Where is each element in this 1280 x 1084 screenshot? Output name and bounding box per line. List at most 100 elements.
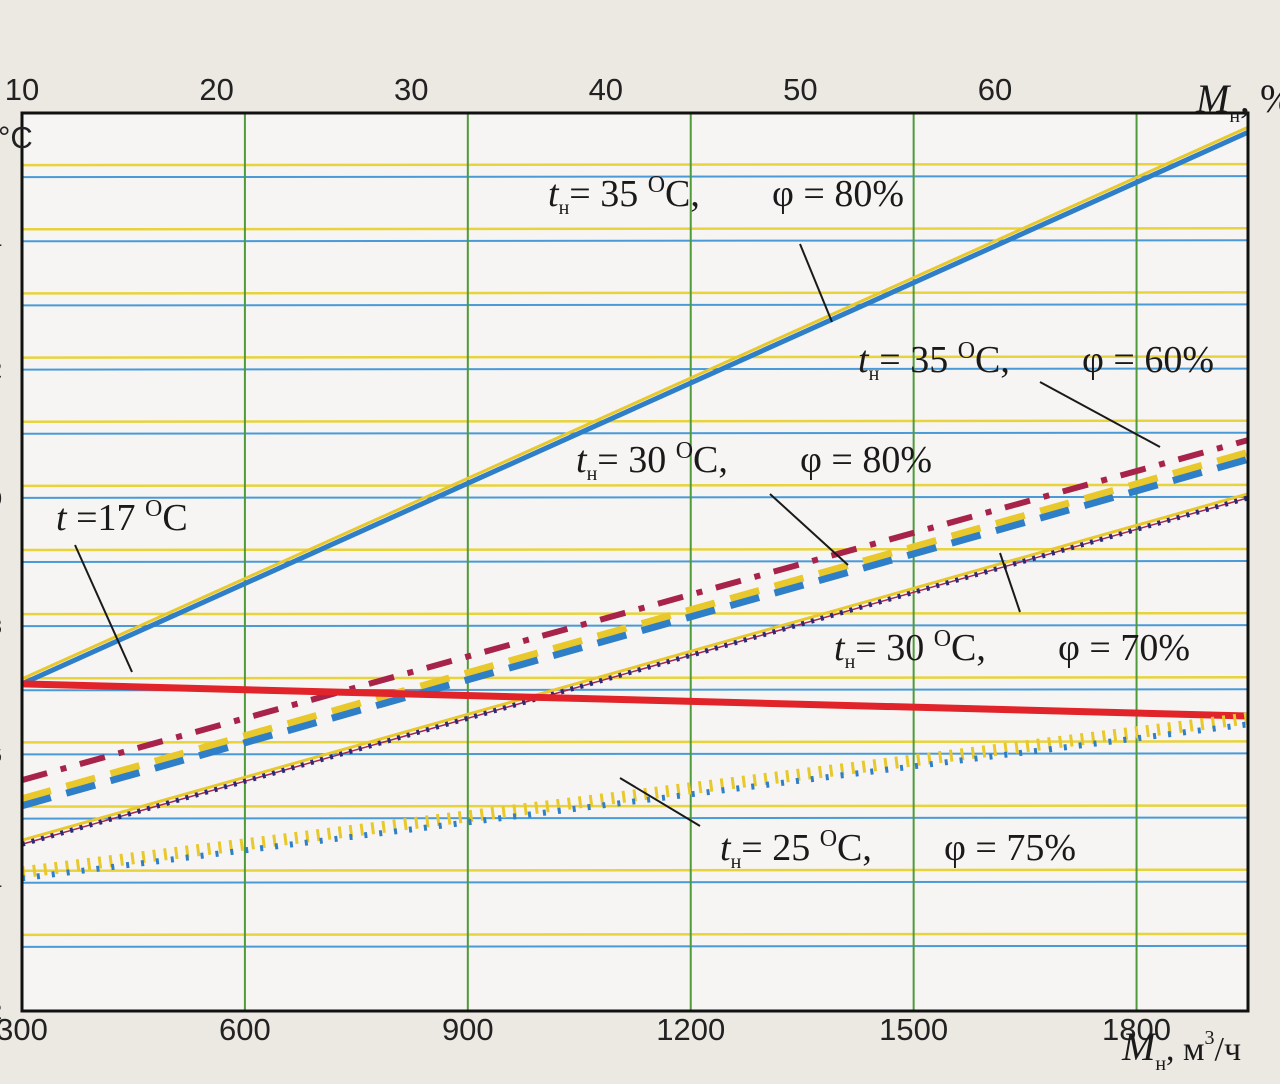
leader-30-70	[999, 552, 1021, 613]
gridline-yellow	[21, 355, 1249, 359]
ann-25-75-eq: = 25	[741, 827, 819, 869]
series-line-1-layer-1	[21, 125, 1249, 681]
y-tick-label: 20	[0, 486, 2, 511]
series-1	[20, 125, 1250, 687]
ann-35-80-phi: φ = 80%	[772, 173, 904, 215]
ann-25-75-sup: O	[820, 826, 837, 852]
ann-35-60-eq: = 35	[879, 339, 957, 381]
ann-35-60-unit: C,	[975, 339, 1010, 381]
bottom-tick-label: 600	[219, 1012, 271, 1047]
leader-17	[74, 544, 133, 673]
y-axis-unit: °C	[0, 120, 33, 155]
bottom-tick-label: 300	[0, 1012, 48, 1047]
ann-25-75-t: t	[720, 827, 732, 869]
ann-17-eq: =17	[67, 497, 145, 539]
ann-30-70-unit: C,	[951, 627, 986, 669]
ann-35-80-t: t	[548, 173, 560, 215]
ann-25-75-sub: н	[731, 851, 742, 873]
bottom-axis-title-tail: /ч	[1215, 1031, 1242, 1068]
gridline-yellow	[21, 804, 1249, 808]
gridline-yellow	[21, 740, 1249, 744]
ann-25-75-unit: C,	[837, 827, 872, 869]
gridline-blue	[21, 880, 1249, 884]
annotation-35-80: tн= 35 OC, φ = 80%	[548, 172, 904, 219]
ann-25-75-phi: φ = 75%	[944, 827, 1076, 869]
series-line-5-layer-1	[21, 680, 1249, 720]
leader-30-80	[769, 493, 849, 566]
gridline-yellow	[21, 419, 1249, 423]
vertical-gridlines	[243, 113, 1138, 1011]
leader-25-75	[619, 777, 701, 827]
gridline-blue	[21, 752, 1249, 756]
series-line-2-layer-1	[21, 437, 1249, 783]
gridline-blue	[21, 495, 1249, 499]
ann-17-unit: C	[162, 497, 187, 539]
gridline-blue	[21, 431, 1249, 435]
gridline-blue	[21, 816, 1249, 820]
annotation-25-75: tн= 25 OC, φ = 75%	[720, 826, 1076, 873]
bottom-axis-title-sub: н	[1155, 1053, 1166, 1075]
leader-35-60	[1039, 381, 1161, 448]
ann-35-60-sup: O	[958, 338, 975, 364]
y-tick-label: 16	[0, 742, 2, 767]
series-layer	[20, 125, 1250, 882]
ann-35-60-sub: н	[869, 363, 880, 385]
series-line-3-layer-1	[21, 449, 1249, 803]
gridline-yellow	[21, 291, 1249, 295]
series-line-6-layer-1	[21, 712, 1249, 879]
y-axis-ticks: 24 22 20 18 16 14 12	[0, 229, 2, 1024]
series-line-1-layer-2	[20, 129, 1250, 687]
gridline-blue	[21, 175, 1249, 179]
bottom-axis-title-sup: 3	[1205, 1027, 1215, 1049]
annotation-35-60: tн= 35 OC, φ = 60%	[858, 338, 1214, 385]
bottom-tick-label: 1800	[1102, 1012, 1171, 1047]
y-tick-label: 12	[0, 999, 2, 1024]
top-axis-title-sub: н	[1229, 105, 1240, 127]
top-tick-label: 60	[978, 72, 1012, 107]
bottom-axis-title-main: M	[1121, 1024, 1158, 1069]
ann-30-70-t: t	[834, 627, 846, 669]
y-tick-label: 22	[0, 358, 2, 383]
ann-30-70-eq: = 30	[855, 627, 933, 669]
top-axis-title-tail: , %	[1240, 76, 1280, 121]
series-3	[21, 449, 1249, 810]
bottom-axis-title-unit: , м	[1166, 1031, 1205, 1068]
ann-35-60-t: t	[858, 339, 870, 381]
top-axis-title-main: M	[1195, 76, 1232, 121]
bottom-tick-label: 1500	[879, 1012, 948, 1047]
gridline-blue	[21, 624, 1249, 628]
gridline-yellow	[21, 868, 1249, 872]
annotation-30-80: tн= 30 OC, φ = 80%	[576, 438, 932, 485]
ann-30-80-t: t	[576, 439, 588, 481]
top-axis-ticks: 10 20 30 40 50 60	[5, 72, 1013, 107]
ann-30-80-unit: C,	[693, 439, 728, 481]
bottom-axis-ticks: 300 600 900 1200 1500 1800	[0, 1012, 1171, 1047]
y-tick-label: 24	[0, 229, 2, 254]
series-6	[21, 712, 1249, 882]
gridline-yellow	[21, 483, 1249, 488]
ann-17-sup: O	[145, 496, 162, 522]
top-tick-label: 50	[783, 72, 817, 107]
gridline-yellow	[21, 611, 1249, 616]
ann-35-80-sub: н	[559, 197, 570, 219]
y-tick-label: 18	[0, 614, 2, 639]
leader-35-80	[799, 243, 833, 323]
series-line-6-layer-2	[21, 721, 1249, 882]
gridline-blue	[21, 303, 1249, 307]
series-line-3-layer-2	[21, 456, 1249, 810]
series-2	[21, 437, 1249, 783]
plot-frame	[20, 111, 1250, 1013]
bottom-tick-label: 900	[442, 1012, 494, 1047]
ann-30-80-phi: φ = 80%	[800, 439, 932, 481]
gridline-blue	[21, 560, 1249, 563]
gridline-blue	[21, 367, 1249, 371]
series-4	[21, 492, 1249, 847]
gridline-yellow	[21, 547, 1249, 552]
series-line-4-layer-1	[21, 492, 1249, 842]
top-axis-title: Mн, %	[1195, 76, 1280, 127]
horizontal-gridlines	[21, 162, 1249, 948]
ann-35-80-eq: = 35	[569, 173, 647, 215]
top-tick-label: 30	[394, 72, 428, 107]
gridline-yellow	[21, 676, 1249, 680]
